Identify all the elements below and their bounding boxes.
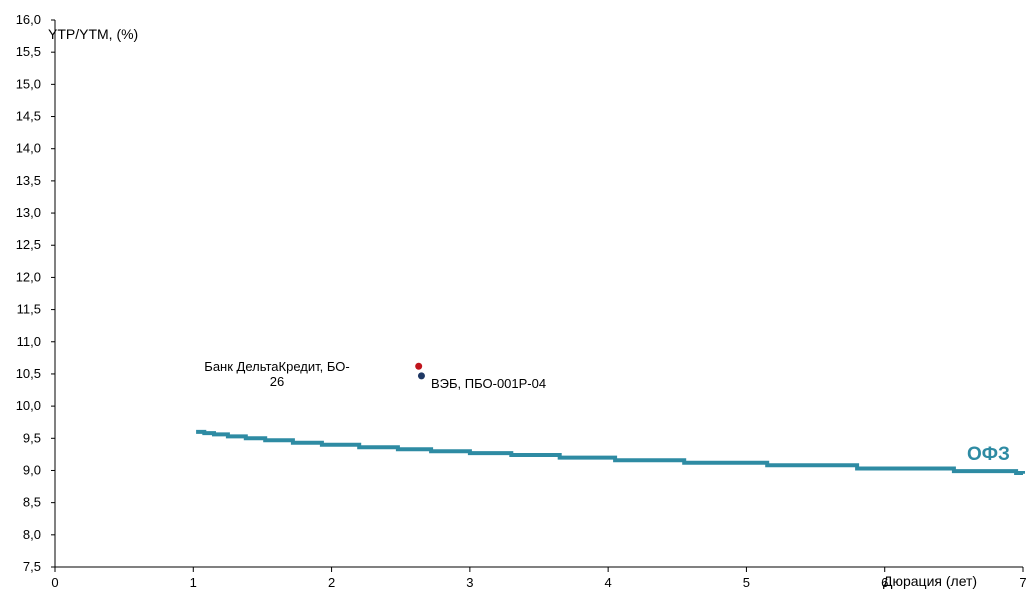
y-tick-label: 8,0 — [23, 527, 41, 542]
deltacredit-point — [415, 362, 423, 370]
y-tick-label: 16,0 — [16, 12, 41, 27]
x-tick-label: 6 — [881, 575, 888, 590]
axes — [51, 19, 1024, 572]
x-axis-title: Дюрация (лет) — [883, 573, 977, 589]
series — [196, 362, 1025, 475]
y-tick-label: 10,0 — [16, 398, 41, 413]
y-tick-label: 9,0 — [23, 462, 41, 477]
x-tick-label: 3 — [466, 575, 473, 590]
x-tick-label: 4 — [605, 575, 612, 590]
y-tick-label: 9,5 — [23, 430, 41, 445]
x-tick-label: 1 — [190, 575, 197, 590]
y-tick-label: 12,0 — [16, 269, 41, 284]
curve-label-ofz: ОФЗ — [967, 444, 1010, 465]
y-tick-label: 11,5 — [17, 302, 41, 317]
x-tick-label: 7 — [1019, 575, 1026, 590]
y-tick-label: 13,0 — [16, 205, 41, 220]
y-tick-label: 8,5 — [23, 495, 41, 510]
x-tick-label: 2 — [328, 575, 335, 590]
y-tick-label: 14,5 — [16, 109, 41, 124]
point-label-veb: ВЭБ, ПБО-001Р-04 — [431, 376, 546, 391]
y-tick-label: 10,5 — [16, 366, 41, 381]
y-tick-label: 13,5 — [16, 173, 41, 188]
x-tick-label: 0 — [51, 575, 58, 590]
tick-labels: 7,5 8,0 8,5 9,0 9,5 10,0 10,5 11,0 11,5 12,0 12,5 1… — [16, 12, 1027, 590]
veb-point — [417, 372, 425, 380]
y-tick-label: 14,0 — [16, 141, 41, 156]
y-tick-label: 12,5 — [16, 237, 41, 252]
point-label-deltacredit: Банк ДельтаКредит, БО- — [204, 359, 349, 374]
y-tick-label: 7,5 — [23, 559, 41, 574]
y-tick-label: 11,0 — [17, 334, 41, 349]
x-tick-label: 5 — [743, 575, 750, 590]
point-label-deltacredit-line2: 26 — [270, 374, 284, 389]
y-tick-label: 15,5 — [16, 44, 41, 59]
ofz-yield-curve-line — [196, 429, 1025, 475]
y-axis-title: YTP/YTM, (%) — [48, 26, 138, 42]
y-tick-label: 15,0 — [16, 76, 41, 91]
